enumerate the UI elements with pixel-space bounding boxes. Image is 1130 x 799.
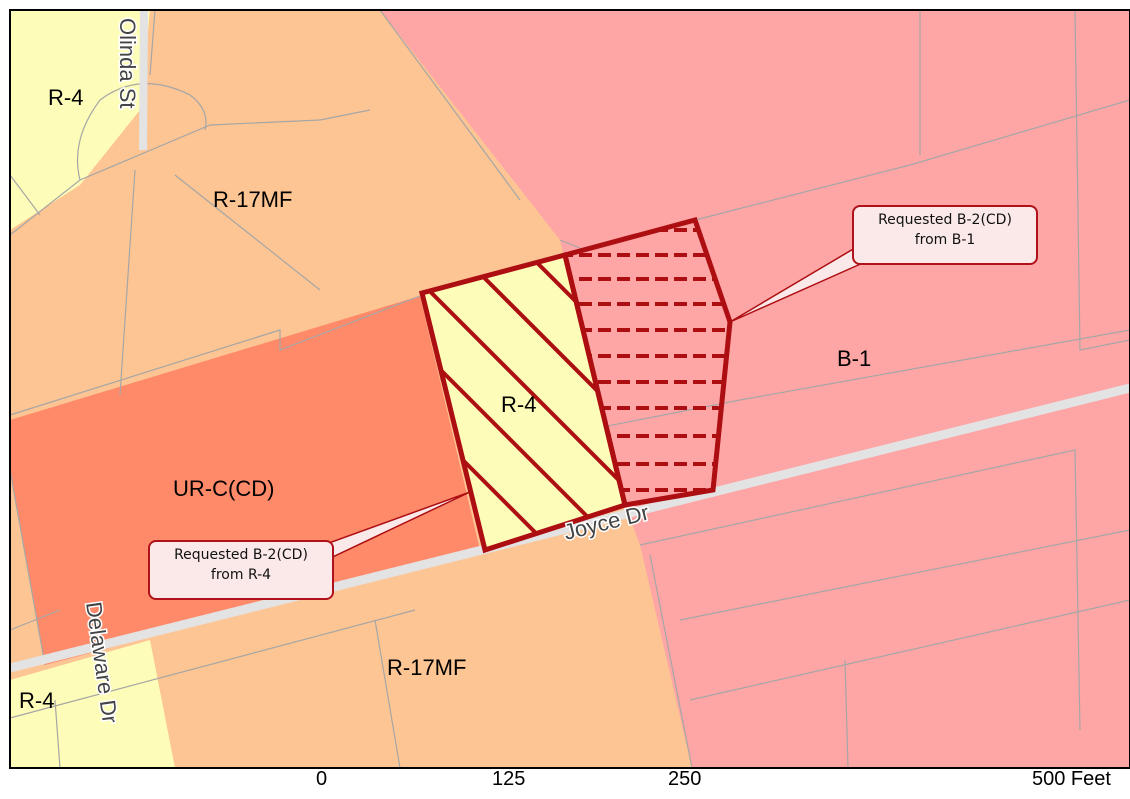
street-label-olinda: Olinda St bbox=[115, 18, 140, 109]
callout-r4-line1: Requested B-2(CD) bbox=[174, 547, 308, 563]
olinda-street-road bbox=[139, 9, 148, 151]
zone-label-r4-site: R-4 bbox=[501, 392, 536, 417]
zone-label-b1: B-1 bbox=[837, 346, 871, 371]
zone-label-r4-nw: R-4 bbox=[48, 85, 83, 110]
r4-zone-sw bbox=[10, 640, 175, 768]
r4-zone-nw bbox=[10, 10, 150, 230]
zone-label-r17mf-north: R-17MF bbox=[213, 187, 292, 212]
callout-b1-request: Requested B-2(CD) from B-1 bbox=[852, 205, 1038, 265]
callout-b1-line2: from B-1 bbox=[914, 232, 976, 248]
urc-zone-area bbox=[10, 296, 480, 665]
callout-r4-request: Requested B-2(CD) from R-4 bbox=[148, 540, 334, 600]
zone-label-r4-sw: R-4 bbox=[19, 688, 54, 713]
b1-zone-area bbox=[380, 10, 1130, 768]
map-frame bbox=[9, 9, 1130, 769]
callout-r4-line2: from R-4 bbox=[210, 567, 272, 583]
scale-label-0: 0 bbox=[316, 768, 328, 790]
joyce-drive-road bbox=[8, 383, 1130, 673]
callout-b1-line1: Requested B-2(CD) bbox=[878, 212, 1012, 228]
zone-label-r17mf-south: R-17MF bbox=[387, 655, 466, 680]
scale-label-500: 500 Feet bbox=[1032, 768, 1111, 790]
zone-label-urc: UR-C(CD) bbox=[173, 476, 274, 501]
rezoning-parcel-from-b1[interactable] bbox=[562, 216, 733, 508]
scale-label-250: 250 bbox=[668, 768, 702, 790]
scale-label-125: 125 bbox=[492, 768, 526, 790]
